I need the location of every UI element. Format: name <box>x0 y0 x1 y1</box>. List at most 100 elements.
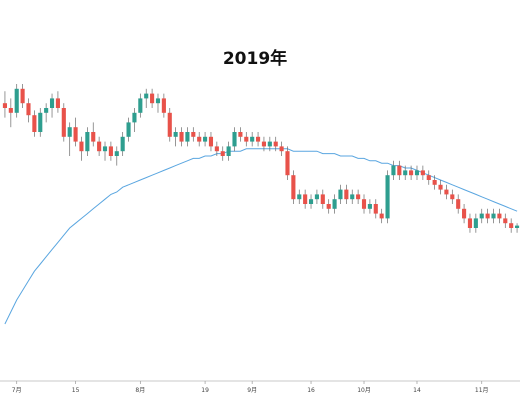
candle-body-up <box>403 170 408 176</box>
candle-body-down <box>503 218 508 224</box>
candle <box>44 103 49 123</box>
candle <box>14 84 19 118</box>
candle <box>32 110 37 137</box>
candle <box>161 93 166 118</box>
candle <box>255 132 261 147</box>
candle <box>426 170 431 185</box>
candle <box>432 175 437 190</box>
candle <box>503 213 508 228</box>
candle-body-down <box>214 146 219 152</box>
candle-body-down <box>255 136 261 142</box>
candle <box>150 88 155 108</box>
candle <box>261 136 267 152</box>
candle <box>373 199 378 219</box>
candle-body-down <box>73 127 78 142</box>
candle <box>38 108 43 137</box>
candle <box>155 93 161 113</box>
candle-body-down <box>485 213 490 219</box>
candle-body-up <box>173 132 178 137</box>
candle-body-up <box>391 165 396 176</box>
candle <box>456 194 461 214</box>
x-ticks: 7月158月199月1610月1411月1812月 <box>12 381 489 394</box>
candle <box>214 141 219 156</box>
candle-body-up <box>350 194 355 200</box>
candle <box>350 189 355 204</box>
candle <box>126 117 131 142</box>
candle-body-down <box>273 141 278 147</box>
candle-body-up <box>514 225 520 228</box>
candle-body-up <box>332 199 337 209</box>
candle-body-up <box>250 136 255 142</box>
candle <box>138 93 143 118</box>
candle <box>167 108 172 142</box>
candle-body-down <box>61 108 66 137</box>
candle-body-up <box>144 93 149 99</box>
candle <box>61 103 66 142</box>
candle <box>420 165 425 180</box>
candle <box>367 199 372 214</box>
candle-body-up <box>120 136 125 152</box>
candle-body-down <box>397 165 402 176</box>
moving-average-line <box>4 148 518 325</box>
candle-body-up <box>102 146 108 152</box>
candle <box>308 194 314 209</box>
candle-body-up <box>297 194 302 200</box>
candle <box>414 165 420 180</box>
candle <box>108 141 113 161</box>
x-tick-label: 11月 <box>475 387 489 394</box>
candle <box>356 189 361 204</box>
candle-body-up <box>138 98 143 113</box>
candle-body-down <box>55 98 60 108</box>
candle-body-up <box>155 98 161 104</box>
candle-body-up <box>132 112 137 123</box>
candle-body-down <box>108 146 113 156</box>
candle-body-up <box>414 170 420 176</box>
candle-body-down <box>244 136 249 142</box>
candle <box>250 132 255 147</box>
candle-body-down <box>261 141 267 147</box>
candle <box>332 194 337 214</box>
candle-body-down <box>191 132 196 137</box>
candle <box>391 160 396 180</box>
candle-body-down <box>179 132 184 142</box>
candle-body-up <box>44 108 49 113</box>
candle-body-up <box>67 127 72 137</box>
candle-body-down <box>344 189 349 200</box>
candle <box>497 208 502 224</box>
candle-body-down <box>238 132 243 137</box>
candle <box>403 165 408 180</box>
candle-body-down <box>91 132 96 142</box>
candle <box>338 184 343 204</box>
candle-body-down <box>420 170 425 176</box>
candle <box>8 98 13 128</box>
candle <box>244 132 249 147</box>
candle-body-down <box>361 199 367 209</box>
candle <box>326 199 331 214</box>
candle <box>197 132 202 147</box>
candle-body-down <box>26 103 31 116</box>
x-tick-label: 9月 <box>247 387 257 394</box>
candle <box>473 213 478 233</box>
candle-body-down <box>291 175 296 200</box>
candle <box>485 208 490 224</box>
candle-body-up <box>473 218 478 228</box>
candle <box>509 218 514 233</box>
candle <box>20 84 25 108</box>
candle <box>409 165 414 180</box>
candle <box>179 127 184 147</box>
candle-body-down <box>97 141 102 152</box>
candle-body-down <box>167 112 172 137</box>
candle <box>514 223 520 233</box>
candle-body-up <box>479 213 484 219</box>
x-tick-label: 16 <box>307 387 315 394</box>
candle-body-up <box>232 132 237 147</box>
candle-body-down <box>32 115 37 132</box>
candle-body-down <box>20 88 25 104</box>
candle <box>132 108 137 132</box>
candle-body-down <box>208 136 214 147</box>
candle-body-down <box>373 204 378 214</box>
candle-body-up <box>308 199 314 204</box>
candle-body-down <box>426 175 431 180</box>
candle <box>232 127 237 152</box>
